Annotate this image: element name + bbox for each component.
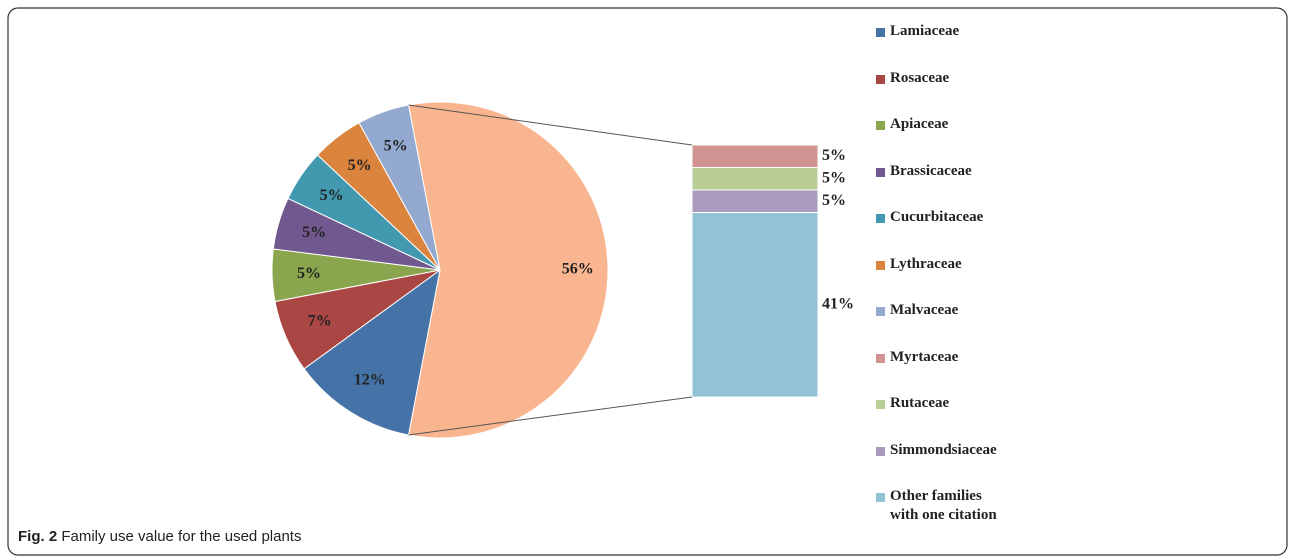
legend-swatch	[876, 121, 885, 130]
data-label: 5%	[384, 137, 408, 154]
data-label: 5%	[822, 192, 846, 209]
legend-label: Lythraceae	[890, 255, 962, 272]
legend-item: Simmondsiaceae	[876, 441, 997, 488]
legend-item: Lythraceae	[876, 255, 997, 302]
legend-label: Brassicaceae	[890, 162, 972, 179]
legend-swatch	[876, 307, 885, 316]
data-label: 5%	[822, 147, 846, 164]
connector	[408, 104, 693, 146]
legend-item: Cucurbitaceae	[876, 208, 997, 255]
legend-label: Apiaceae	[890, 116, 949, 132]
legend-swatch	[876, 493, 885, 502]
bar-segment	[691, 212, 819, 398]
legend-item: Apiaceae	[876, 115, 997, 162]
legend-swatch	[876, 28, 885, 37]
data-label: 7%	[308, 313, 332, 330]
connector	[408, 396, 693, 436]
legend-label: Rutaceae	[890, 395, 950, 411]
data-label: 5%	[297, 265, 321, 282]
data-label: 41%	[822, 295, 854, 312]
data-label: 5%	[822, 169, 846, 186]
legend-item: Rutaceae	[876, 394, 997, 441]
bar-segment	[691, 167, 819, 191]
legend-swatch	[876, 446, 885, 456]
pie-slice	[303, 268, 441, 436]
pie-slice	[407, 101, 609, 439]
legend-swatch	[876, 353, 885, 363]
legend-swatch	[876, 167, 885, 177]
legend-label: Cucurbitaceae	[890, 209, 984, 225]
caption-label: Fig. 2	[18, 528, 58, 545]
legend-swatch	[876, 214, 885, 223]
legend-label: Rosaceae	[890, 69, 950, 86]
legend-label: Lamiaceae	[890, 23, 960, 39]
bar-segment	[691, 144, 819, 168]
data-label: 5%	[348, 157, 372, 174]
legend-swatch	[876, 400, 885, 409]
caption-text: Family use value for the used plants	[61, 528, 302, 545]
data-label: 5%	[302, 224, 326, 241]
legend: Lamiaceae Rosaceae Apiaceae Brassicaceae Cuc…	[876, 22, 997, 534]
legend-label: Myrtaceae	[890, 348, 959, 365]
data-label: 12%	[354, 371, 386, 388]
data-label: 56%	[562, 261, 594, 278]
bar-segment	[691, 189, 819, 213]
pie-slice	[358, 104, 441, 271]
legend-label: Malvaceae	[890, 302, 959, 318]
data-label: 5%	[320, 187, 344, 204]
legend-swatch	[876, 260, 885, 270]
legend-item: Malvaceae	[876, 301, 997, 348]
legend-swatch	[876, 74, 885, 84]
legend-label: Simmondsiaceae	[890, 441, 997, 458]
frame	[7, 7, 1288, 556]
legend-item: Rosaceae	[876, 69, 997, 116]
legend-item: Brassicaceae	[876, 162, 997, 209]
legend-item: Other families with one citation	[876, 487, 997, 534]
legend-label: Other families with one citation	[890, 488, 997, 523]
caption: Fig. 2 Family use value for the used pla…	[18, 528, 301, 545]
legend-item: Myrtaceae	[876, 348, 997, 395]
legend-item: Lamiaceae	[876, 22, 997, 69]
